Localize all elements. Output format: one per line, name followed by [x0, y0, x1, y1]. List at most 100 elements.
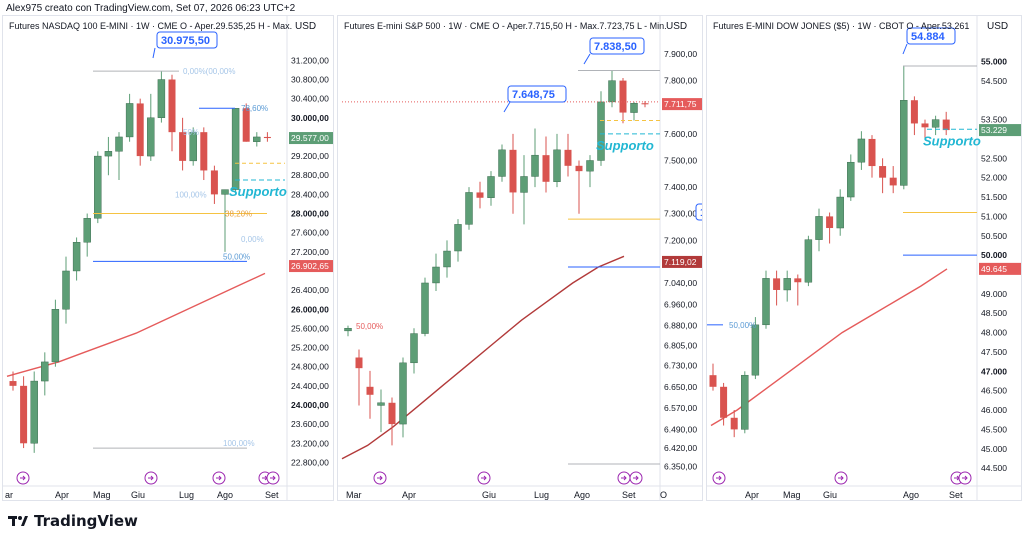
- nasdaq-annotation-high-box: [156, 31, 218, 49]
- tradingview-logo-text: TradingView: [34, 512, 138, 530]
- sp500-candle-body: [366, 386, 374, 395]
- sp500-y-tick-label: 6.805,00: [664, 341, 697, 351]
- nasdaq-candle-body: [231, 108, 240, 190]
- dowjones-candle-body: [868, 138, 876, 167]
- dowjones-y-tick-label: 45.500: [981, 424, 1007, 434]
- sp500-candle-body: [597, 101, 605, 161]
- dowjones-candle-body: [931, 119, 940, 128]
- sp500-moving-average-line: [341, 255, 625, 460]
- sp500-y-tick-label: 7.400,00: [664, 182, 697, 192]
- nasdaq-y-tick-label: 27.200,00: [291, 247, 329, 257]
- tradingview-logo-icon: [8, 516, 28, 526]
- sp500-chart-svg[interactable]: 7.900,00 7.800,00 7.600,00 7.500,00 7.400,00…: [338, 16, 703, 501]
- sp500-annotation-pointer: [583, 53, 591, 65]
- nasdaq-y-tick-label: 22.800,00: [291, 457, 329, 467]
- sp500-candle-body: [641, 103, 649, 105]
- dowjones-y-tick-label: 48.500: [981, 308, 1007, 318]
- nasdaq-fib-label: 0,00%: [241, 235, 264, 244]
- dowjones-candle-body: [804, 239, 813, 283]
- sp500-event-arrow-icon: [621, 475, 627, 481]
- dowjones-event-arrow-icon: [716, 475, 722, 481]
- nasdaq-x-tick-label: ar: [5, 490, 13, 500]
- sp500-y-tick-label: 6.730,00: [664, 361, 697, 371]
- dowjones-event-arrow-icon: [838, 475, 844, 481]
- nasdaq-x-tick-label: Giu: [131, 490, 145, 500]
- sp500-chart-panel[interactable]: 7.900,00 7.800,00 7.600,00 7.500,00 7.400,00…: [337, 15, 703, 501]
- dowjones-candle-body: [857, 138, 866, 163]
- nasdaq-event-arrow-icon: [216, 475, 222, 481]
- sp500-candle-body: [377, 402, 385, 406]
- sp500-x-tick-label: Mar: [346, 490, 362, 500]
- nasdaq-x-tick-label: Set: [265, 490, 279, 500]
- sp500-annotation-mid-box: [507, 85, 567, 103]
- tradingview-footer[interactable]: TradingView: [8, 512, 138, 530]
- nasdaq-event-arrow-icon: [20, 475, 26, 481]
- nasdaq-axis-unit: USD: [295, 21, 317, 32]
- sp500-candle-body: [520, 176, 528, 193]
- sp500-x-tick-label: Giu: [482, 490, 496, 500]
- nasdaq-x-tick-label: Mag: [93, 490, 111, 500]
- sp500-y-tick-label: 7.500,00: [664, 155, 697, 165]
- nasdaq-candle-body: [9, 381, 17, 386]
- dowjones-y-tick-label: 52.000: [981, 173, 1007, 183]
- sp500-y-tick-label: 7.800,00: [664, 76, 697, 86]
- chart-header: Alex975 creato con TradingView.com, Set …: [6, 3, 296, 14]
- sp500-x-tick-label: Set: [622, 490, 636, 500]
- sp500-y-tick-label: 7.900,00: [664, 49, 697, 59]
- dowjones-candle-body: [879, 166, 887, 178]
- sp500-candle-body: [531, 154, 539, 177]
- dowjones-candle-body: [921, 123, 929, 128]
- nasdaq-chart-title: Futures NASDAQ 100 E-MINI · 1W · CME O -…: [9, 21, 293, 31]
- sp500-annotation-high-box: [589, 37, 645, 55]
- nasdaq-candle-body: [30, 380, 38, 444]
- dowjones-candle-body: [773, 278, 781, 290]
- sp500-y-tick-label: 7.600,00: [664, 129, 697, 139]
- nasdaq-y-tick-label: 27.600,00: [291, 228, 329, 238]
- dowjones-annotation-high-box: [906, 27, 956, 45]
- nasdaq-candle-body: [168, 79, 176, 133]
- nasdaq-candle-body: [41, 361, 49, 382]
- dowjones-candle-body: [900, 100, 908, 186]
- sp500-y-tick-label: 7.040,00: [664, 278, 697, 288]
- dowjones-candle-body: [910, 100, 918, 124]
- dowjones-x-tick-label: Ago: [903, 490, 919, 500]
- nasdaq-candle-body: [136, 103, 144, 157]
- sp500-candle-body: [630, 103, 638, 113]
- sp500-axis-unit: USD: [666, 21, 688, 32]
- dowjones-price-tag: 49.645: [981, 264, 1007, 274]
- sp500-candle-body: [421, 282, 429, 334]
- nasdaq-chart-panel[interactable]: 31.200,00 30.800,00 30.400,00 30.000,00 29.2…: [2, 15, 334, 501]
- sp500-y-tick-label: 7.300,00: [664, 209, 697, 219]
- sp500-y-tick-label: 6.570,00: [664, 403, 697, 413]
- dowjones-y-tick-label: 47.500: [981, 347, 1007, 357]
- sp500-y-tick-label: 6.650,00: [664, 382, 697, 392]
- dowjones-y-tick-label: 44.500: [981, 463, 1007, 473]
- sp500-candle-body: [564, 149, 572, 166]
- sp500-x-tick-label: Apr: [402, 490, 416, 500]
- sp500-candle-body: [454, 224, 462, 252]
- nasdaq-candle-body: [189, 131, 197, 162]
- nasdaq-fib-label: 38,20%: [225, 210, 252, 219]
- nasdaq-price-tag: 26.902,65: [291, 261, 329, 271]
- nasdaq-candle-body: [62, 270, 70, 310]
- dowjones-price-tag-bg: [979, 124, 1021, 137]
- dowjones-chart-panel[interactable]: 55.000 54.500 53.500 52.500 52.000 51.500 51.0…: [706, 15, 1022, 501]
- nasdaq-chart-svg[interactable]: 31.200,00 30.800,00 30.400,00 30.000,00 29.2…: [3, 16, 334, 501]
- dowjones-y-tick-label: 46.000: [981, 405, 1007, 415]
- dowjones-y-tick-label: 50.000: [981, 250, 1007, 260]
- nasdaq-y-tick-label: 24.400,00: [291, 381, 329, 391]
- nasdaq-candle-body: [20, 385, 28, 444]
- nasdaq-y-tick-label: 28.400,00: [291, 189, 329, 199]
- sp500-candle-body: [410, 333, 418, 364]
- nasdaq-candle-body: [179, 132, 187, 161]
- dowjones-chart-svg[interactable]: 55.000 54.500 53.500 52.500 52.000 51.500 51.0…: [707, 16, 1022, 501]
- dowjones-x-tick-label: Set: [949, 490, 963, 500]
- nasdaq-y-tick-label: 23.200,00: [291, 438, 329, 448]
- dowjones-candle-body: [826, 216, 834, 229]
- sp500-candle-body: [619, 80, 627, 113]
- nasdaq-y-tick-label: 24.800,00: [291, 362, 329, 372]
- dowjones-y-tick-label: 50.500: [981, 231, 1007, 241]
- sp500-candle-body: [344, 328, 352, 332]
- nasdaq-fib-label: 100,00%: [175, 190, 207, 199]
- dowjones-x-tick-label: Giu: [823, 490, 837, 500]
